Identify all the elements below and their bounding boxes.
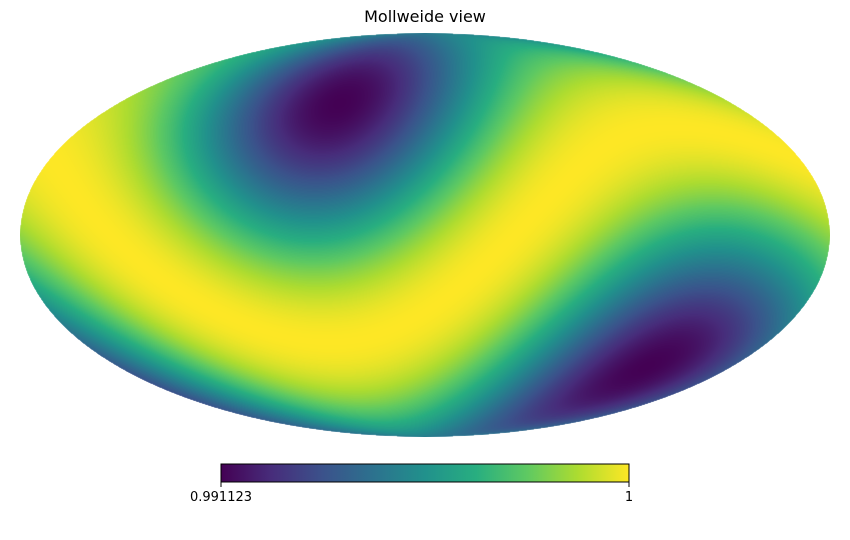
- sky-map: [20, 33, 830, 437]
- sky-map-image: [20, 33, 830, 437]
- colorbar: 0.991123 1: [190, 463, 633, 505]
- colorbar-gradient: [220, 463, 630, 483]
- colorbar-min-label: 0.991123: [190, 490, 252, 505]
- colorbar-max-label: 1: [625, 490, 633, 505]
- chart-title: Mollweide view: [364, 7, 486, 26]
